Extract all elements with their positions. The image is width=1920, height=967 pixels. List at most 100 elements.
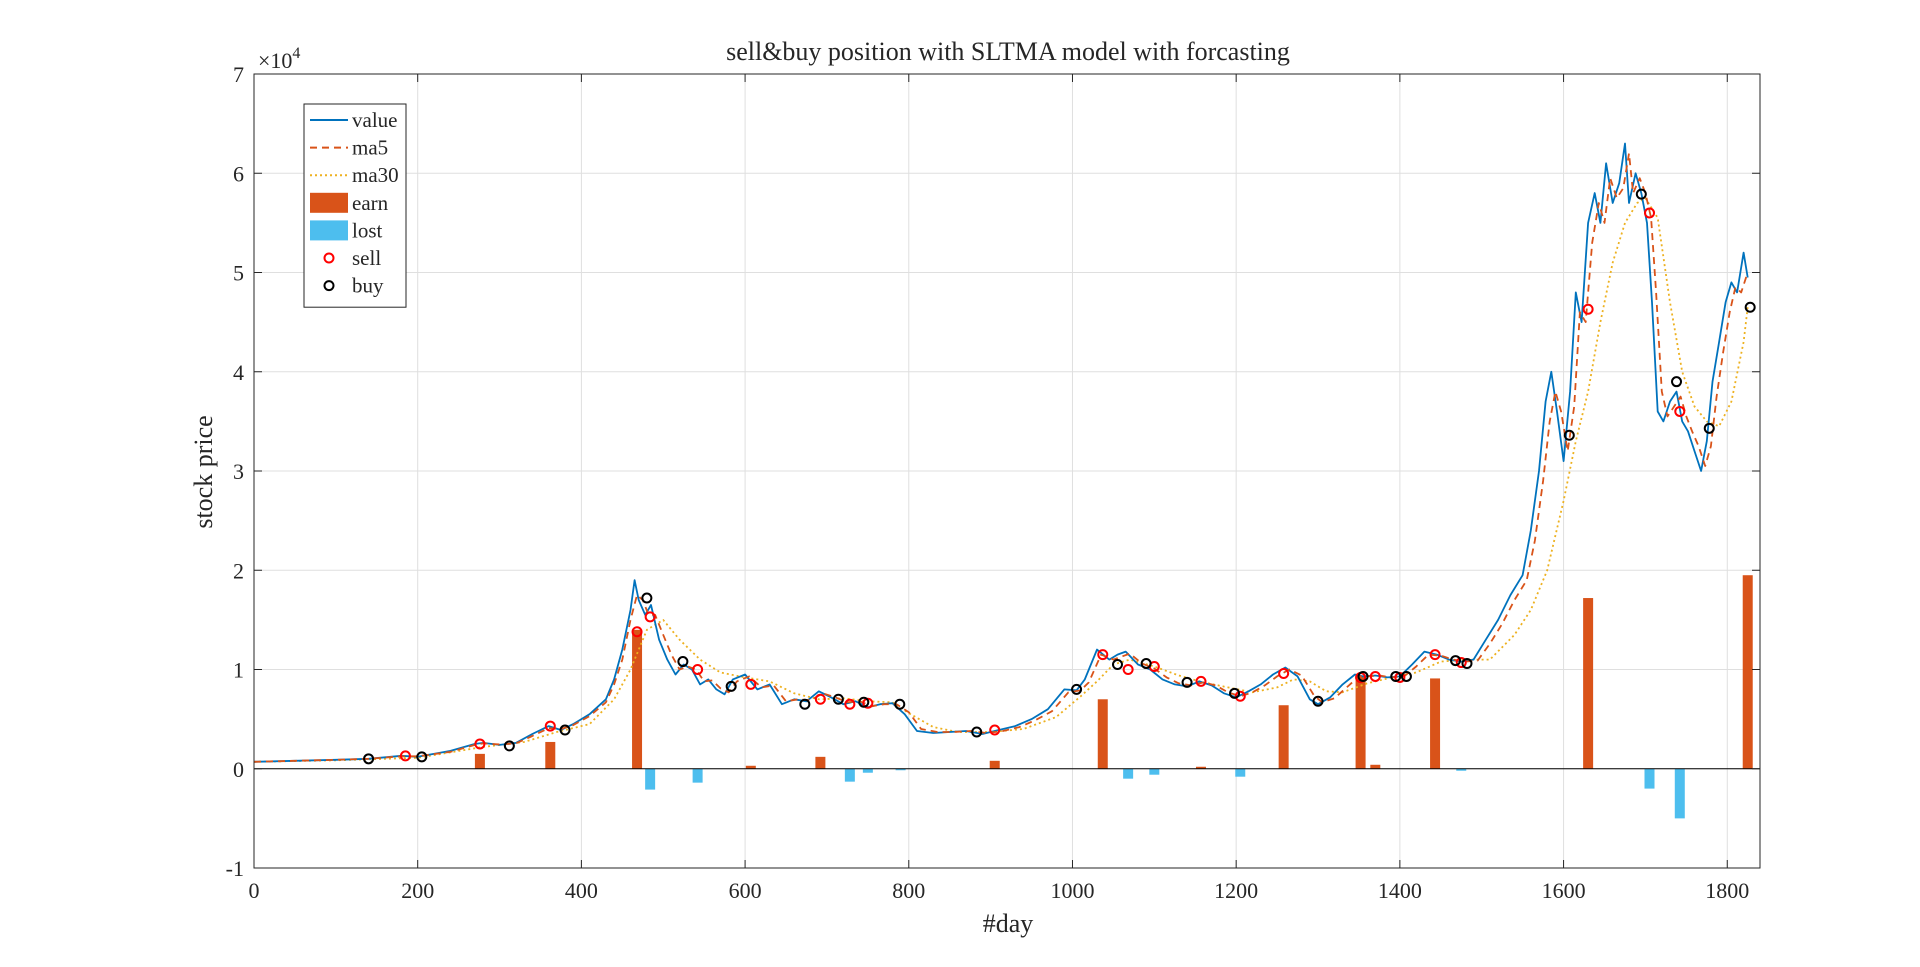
sell-marker bbox=[745, 678, 757, 690]
sell-marker bbox=[631, 626, 643, 638]
tick-labels: 0 200 400 600 800 1000 1200 1400 1600 1800-101234… bbox=[226, 62, 1750, 903]
buy-marker bbox=[1312, 695, 1324, 707]
earn-bar bbox=[815, 756, 826, 769]
y-tick-label: -1 bbox=[226, 856, 244, 881]
series-line-ma5 bbox=[253, 152, 1749, 763]
y-tick-label: 4 bbox=[233, 360, 244, 385]
earn-bar bbox=[1583, 598, 1594, 769]
x-tick-label: 0 bbox=[249, 878, 260, 903]
y-exponent-label: ×104 bbox=[258, 45, 300, 73]
buy-marker bbox=[894, 698, 906, 710]
earn-bar bbox=[1097, 699, 1108, 769]
buy-marker bbox=[858, 696, 870, 708]
buy-marker bbox=[725, 680, 737, 692]
x-tick-label: 1600 bbox=[1542, 878, 1586, 903]
sell-marker bbox=[814, 693, 826, 705]
sell-marker bbox=[1369, 670, 1381, 682]
earn-bar bbox=[1370, 764, 1381, 769]
legend-label-ma5: ma5 bbox=[352, 136, 388, 160]
buy-marker bbox=[1703, 422, 1715, 434]
buy-marker bbox=[971, 726, 983, 738]
sell-marker bbox=[1429, 649, 1441, 661]
buy-marker bbox=[363, 753, 375, 765]
legend-swatch-earn bbox=[310, 192, 348, 213]
legend-label-value: value bbox=[352, 108, 397, 132]
lost-bar bbox=[1149, 768, 1160, 775]
y-tick-label: 7 bbox=[233, 62, 244, 87]
axes bbox=[253, 73, 1761, 869]
x-tick-label: 1200 bbox=[1214, 878, 1258, 903]
buy-marker bbox=[1461, 658, 1473, 670]
y-tick-label: 5 bbox=[233, 261, 244, 286]
earn-bar bbox=[989, 760, 1000, 769]
buy-marker bbox=[1111, 659, 1123, 671]
sell-marker bbox=[1455, 657, 1467, 669]
x-tick-label: 1400 bbox=[1378, 878, 1422, 903]
chart-title: sell&buy position with SLTMA model with … bbox=[726, 37, 1290, 66]
x-axis-title: #day bbox=[983, 909, 1034, 938]
y-tick-label: 3 bbox=[233, 459, 244, 484]
sell-marker bbox=[1122, 664, 1134, 675]
sell-marker bbox=[544, 720, 556, 732]
lost-bar bbox=[692, 768, 703, 783]
sell-marker bbox=[474, 738, 486, 750]
y-tick-label: 0 bbox=[233, 757, 244, 782]
sell-marker bbox=[1097, 649, 1109, 661]
legend-label-buy: buy bbox=[352, 274, 384, 298]
buy-marker bbox=[1071, 683, 1083, 695]
x-tick-label: 400 bbox=[565, 878, 598, 903]
x-tick-label: 800 bbox=[892, 878, 925, 903]
y-tick-label: 1 bbox=[233, 658, 244, 683]
lost-bar bbox=[1235, 768, 1246, 777]
earn-bar bbox=[632, 629, 643, 769]
y-axis-title: stock price bbox=[189, 415, 218, 528]
markers bbox=[363, 188, 1756, 765]
buy-marker bbox=[1671, 376, 1683, 388]
x-tick-label: 600 bbox=[729, 878, 762, 903]
sell-marker bbox=[844, 698, 856, 710]
buy-marker bbox=[1744, 301, 1756, 313]
legend-swatch-buy bbox=[323, 280, 335, 292]
lost-bar bbox=[862, 768, 873, 773]
bars bbox=[474, 575, 1753, 819]
earn-bar bbox=[745, 765, 756, 769]
sell-marker bbox=[644, 611, 656, 623]
sell-marker bbox=[1582, 303, 1594, 315]
sell-marker bbox=[692, 664, 704, 675]
legend-swatch-sell bbox=[323, 252, 335, 264]
earn-bar bbox=[545, 741, 556, 769]
y-tick-label: 2 bbox=[233, 558, 244, 583]
legend: value ma5 ma30 earn lost sell buy bbox=[303, 103, 407, 308]
buy-marker bbox=[832, 693, 844, 705]
y-exponent-power: 4 bbox=[292, 45, 300, 62]
buy-marker bbox=[1450, 655, 1462, 667]
earn-bar bbox=[1278, 705, 1289, 769]
y-tick-label: 6 bbox=[233, 161, 244, 186]
buy-marker bbox=[559, 724, 571, 736]
lost-bar bbox=[1674, 768, 1685, 819]
buy-marker bbox=[1635, 188, 1647, 200]
legend-label-sell: sell bbox=[352, 246, 381, 270]
buy-marker bbox=[1140, 658, 1152, 670]
earn-bar bbox=[1355, 675, 1366, 769]
sell-marker bbox=[399, 750, 411, 762]
buy-marker bbox=[1229, 687, 1241, 699]
lost-bar bbox=[844, 768, 855, 782]
buy-marker bbox=[1390, 670, 1402, 682]
buy-marker bbox=[1357, 670, 1369, 682]
x-tick-label: 1000 bbox=[1050, 878, 1094, 903]
earn-bar bbox=[1742, 575, 1753, 769]
x-tick-label: 200 bbox=[401, 878, 434, 903]
earn-bar bbox=[474, 753, 485, 769]
legend-label-ma30: ma30 bbox=[352, 163, 399, 187]
sell-marker bbox=[989, 724, 1001, 736]
buy-marker bbox=[799, 698, 811, 710]
buy-marker bbox=[641, 592, 653, 604]
legend-swatch-lost bbox=[310, 220, 348, 241]
buy-marker bbox=[1563, 429, 1575, 441]
lost-bar bbox=[645, 768, 656, 790]
x-tick-label: 1800 bbox=[1705, 878, 1749, 903]
sell-marker bbox=[1674, 405, 1686, 417]
